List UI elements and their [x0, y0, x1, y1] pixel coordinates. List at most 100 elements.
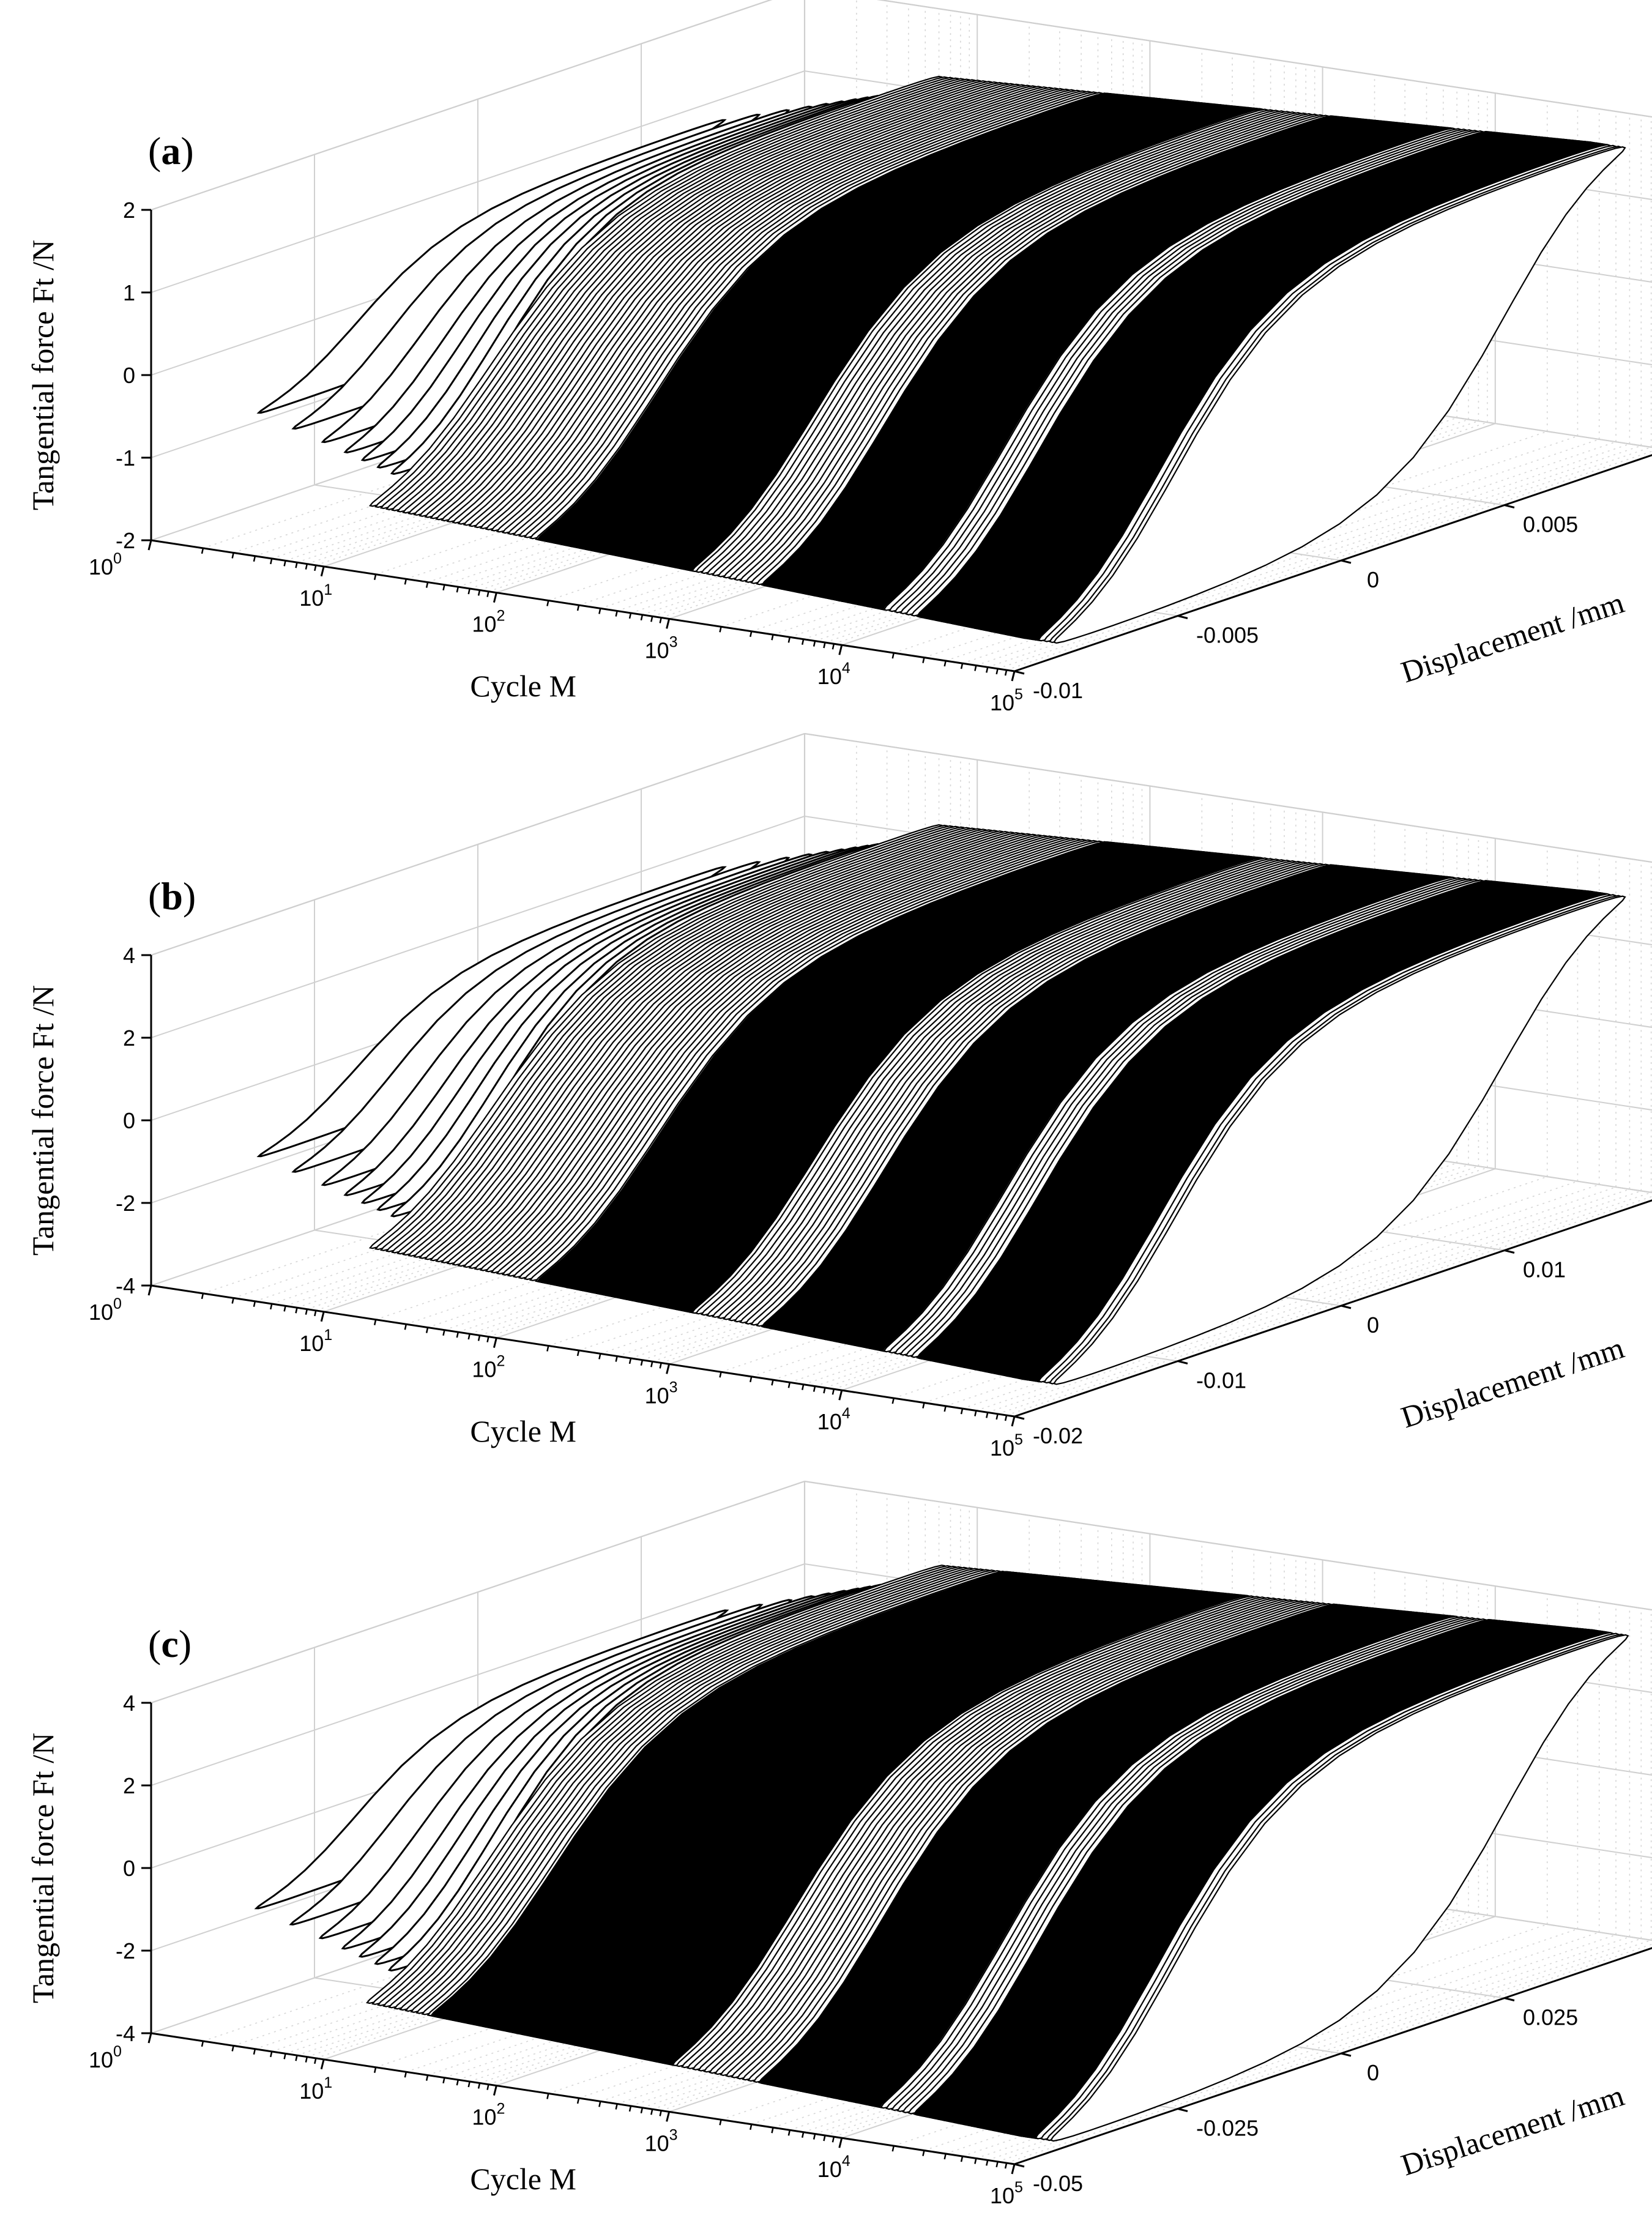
- panel-label: (b): [148, 874, 196, 918]
- z-tick-label: 4: [123, 1691, 135, 1716]
- x-minor-tick: [404, 1323, 407, 1330]
- x-major-tick: [320, 2059, 325, 2070]
- y-axis-label: Displacement /mm: [1397, 2078, 1628, 2182]
- x-minor-tick: [719, 1372, 722, 1378]
- z-tick-label: -2: [116, 1938, 135, 1963]
- x-axis-line: [151, 539, 1015, 672]
- hysteresis-series: [256, 75, 1626, 644]
- x-minor-tick: [270, 558, 273, 565]
- x-minor-tick: [201, 548, 204, 554]
- x-minor-tick: [467, 2081, 471, 2088]
- y-tick: [1177, 2108, 1188, 2112]
- x-minor-tick: [305, 564, 308, 570]
- x-minor-tick: [813, 641, 816, 647]
- x-tick-label: 100: [89, 1295, 122, 1325]
- x-tick-label: 101: [299, 2074, 332, 2104]
- x-minor-tick: [615, 611, 618, 617]
- x-major-tick: [838, 1390, 843, 1401]
- x-minor-tick: [253, 1301, 256, 1308]
- x-minor-tick: [253, 556, 256, 562]
- x-major-tick: [1011, 2164, 1016, 2175]
- x-minor-tick: [823, 642, 826, 649]
- x-tick-label: 102: [472, 2101, 505, 2130]
- x-minor-tick: [891, 652, 895, 659]
- y-tick-label: 0.025: [1523, 2005, 1578, 2030]
- x-minor-tick: [628, 1358, 632, 1364]
- x-minor-tick: [283, 560, 286, 567]
- x-tick-label: 105: [990, 2179, 1023, 2208]
- y-tick: [1341, 1304, 1352, 1309]
- z-tick-label: -1: [116, 445, 135, 471]
- x-minor-tick: [486, 591, 489, 597]
- x-major-tick: [147, 540, 152, 551]
- x-minor-tick: [650, 2108, 653, 2115]
- x-minor-tick: [995, 2161, 999, 2168]
- x-minor-tick: [640, 614, 644, 621]
- x-tick-label: 100: [89, 2043, 122, 2072]
- z-tick-label: 0: [123, 1108, 135, 1133]
- x-minor-tick: [628, 2105, 632, 2112]
- panel-c: 100101102103104105-0.05-0.02500.0250.05-…: [26, 1480, 1652, 2208]
- x-minor-tick: [283, 1306, 286, 1312]
- x-minor-tick: [922, 1402, 925, 1409]
- x-tick-label: 103: [645, 633, 678, 663]
- x-tick-label: 105: [990, 686, 1023, 715]
- x-minor-tick: [546, 2093, 549, 2099]
- x-minor-tick: [943, 2153, 947, 2160]
- x-minor-tick: [442, 1330, 445, 1336]
- x-tick-label: 100: [89, 550, 122, 579]
- x-tick-label: 105: [990, 1431, 1023, 1461]
- z-tick-label: -4: [116, 2021, 135, 2046]
- x-tick-label: 101: [299, 1327, 332, 1356]
- x-minor-tick: [598, 1353, 601, 1360]
- x-minor-tick: [986, 1412, 989, 1418]
- x-minor-tick: [442, 2077, 445, 2083]
- x-minor-tick: [960, 2156, 964, 2162]
- x-minor-tick: [373, 1319, 377, 1325]
- x-minor-tick: [283, 2053, 286, 2060]
- y-tick: [1341, 559, 1352, 564]
- box-edge: [876, 0, 1652, 118]
- x-minor-tick: [477, 1335, 481, 1341]
- z-tick-label: 1: [123, 280, 135, 305]
- x-minor-tick: [995, 668, 999, 675]
- x-tick-label: 101: [299, 581, 332, 611]
- box-edge: [804, 732, 1652, 863]
- x-minor-tick: [986, 667, 989, 673]
- x-minor-tick: [201, 1293, 204, 1300]
- x-minor-tick: [1004, 2162, 1008, 2169]
- x-axis-label: Cycle M: [470, 1414, 576, 1448]
- x-major-tick: [838, 2137, 843, 2148]
- x-minor-tick: [477, 590, 481, 596]
- y-tick-label: 0: [1367, 567, 1379, 592]
- z-tick-label: 2: [123, 1773, 135, 1798]
- x-minor-tick: [832, 2136, 835, 2143]
- y-tick-label: -0.02: [1033, 1423, 1083, 1448]
- x-minor-tick: [546, 600, 549, 606]
- x-minor-tick: [750, 631, 753, 638]
- x-tick-label: 102: [472, 1353, 505, 1382]
- x-minor-tick: [801, 1384, 805, 1390]
- x-minor-tick: [546, 1345, 549, 1352]
- box-edge: [151, 732, 805, 956]
- x-minor-tick: [787, 637, 791, 643]
- y-tick-label: -0.025: [1196, 2116, 1259, 2141]
- x-minor-tick: [576, 605, 580, 611]
- x-tick-label: 104: [817, 660, 850, 689]
- x-minor-tick: [314, 2058, 317, 2064]
- x-minor-tick: [373, 2067, 377, 2073]
- x-minor-tick: [640, 1360, 644, 1366]
- x-minor-tick: [1004, 1415, 1008, 1421]
- z-tick-label: -4: [116, 1273, 135, 1298]
- hysteresis-loop: [1052, 146, 1626, 644]
- x-major-tick: [320, 566, 325, 577]
- x-minor-tick: [891, 2145, 895, 2152]
- x-major-tick: [493, 592, 497, 603]
- panel-label: (a): [148, 129, 194, 173]
- x-major-tick: [147, 1285, 152, 1296]
- panel-b: 100101102103104105-0.02-0.0100.010.02-4-…: [26, 732, 1652, 1461]
- x-minor-tick: [231, 1298, 234, 1304]
- x-major-tick: [838, 644, 843, 655]
- x-minor-tick: [771, 634, 774, 641]
- x-minor-tick: [305, 1309, 308, 1315]
